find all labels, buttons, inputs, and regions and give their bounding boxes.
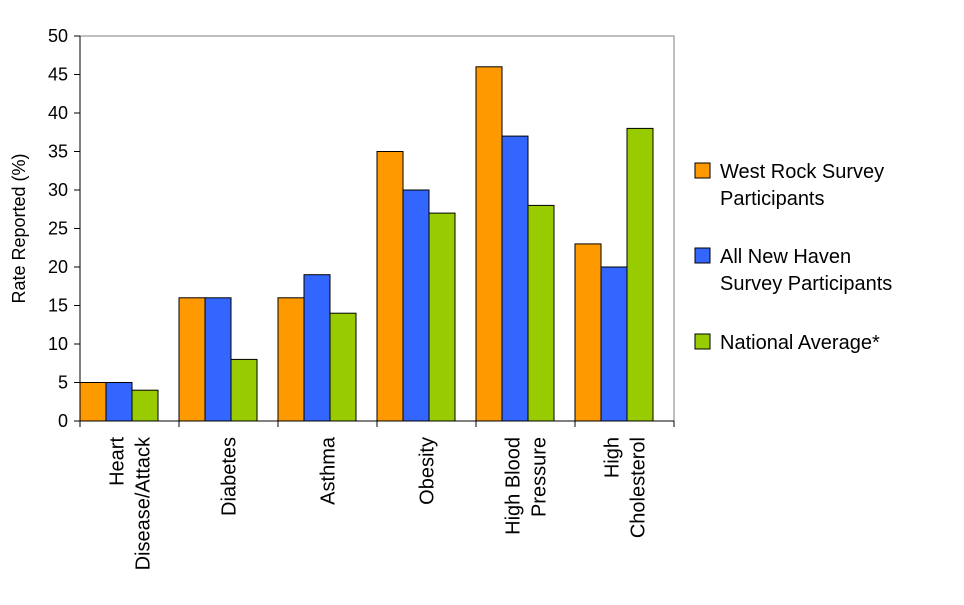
legend-swatch xyxy=(694,162,711,179)
x-category-label: Diabetes xyxy=(219,437,241,516)
x-category-label: Asthma xyxy=(318,436,340,505)
y-tick-label: 50 xyxy=(48,26,68,46)
bar xyxy=(204,297,232,422)
y-tick-label: 25 xyxy=(48,219,68,239)
x-category-label-line: High Blood xyxy=(503,437,525,535)
x-category-label-line: Asthma xyxy=(318,436,340,505)
x-category-label-line: Disease/Attack xyxy=(133,436,155,570)
legend-label: National Average* xyxy=(720,332,880,354)
bar xyxy=(475,66,503,422)
y-tick-label: 45 xyxy=(48,65,68,85)
bar xyxy=(79,382,107,422)
bar xyxy=(303,274,331,422)
y-tick-label: 35 xyxy=(48,142,68,162)
legend-label-line: All New Haven xyxy=(720,246,851,268)
bar xyxy=(574,243,602,422)
bar xyxy=(600,266,628,422)
y-tick-label: 10 xyxy=(48,334,68,354)
bar xyxy=(501,135,529,422)
bar xyxy=(178,297,206,422)
x-category-label-line: Pressure xyxy=(529,437,551,517)
bar xyxy=(626,127,654,422)
legend-label-line: Participants xyxy=(720,188,825,210)
x-category-label-line: Obesity xyxy=(417,437,439,505)
bars xyxy=(79,66,654,422)
bar xyxy=(428,212,456,422)
y-tick-label: 0 xyxy=(58,411,68,431)
bar xyxy=(376,151,404,422)
bar xyxy=(105,382,133,422)
axes: 0 5 10 15 20 25 30 35 40 45 50 Rate Reported (%) Hea… xyxy=(9,26,675,570)
y-tick-label: 5 xyxy=(58,373,68,393)
y-tick-label: 40 xyxy=(48,103,68,123)
y-tick-label: 15 xyxy=(48,296,68,316)
bar xyxy=(230,358,258,422)
x-category-label-line: Heart xyxy=(107,437,129,486)
legend: West Rock Survey Participants All New Have… xyxy=(694,161,892,354)
bar xyxy=(527,204,555,422)
legend-swatch xyxy=(694,247,711,264)
legend-label-line: Survey Participants xyxy=(720,273,892,295)
x-category-label-line: High xyxy=(602,437,624,478)
y-tick-label: 30 xyxy=(48,180,68,200)
bar xyxy=(277,297,305,422)
x-category-label: Heart Disease/Attack xyxy=(107,436,155,570)
legend-label-line: West Rock Survey xyxy=(720,161,884,183)
x-category-label-line: Diabetes xyxy=(219,437,241,516)
bar xyxy=(402,189,430,422)
x-category-label: Obesity xyxy=(417,437,439,505)
x-category-label: High Blood Pressure xyxy=(503,437,551,535)
x-category-label-line: Cholesterol xyxy=(628,437,650,538)
x-category-label: High Cholesterol xyxy=(602,437,650,538)
legend-swatch xyxy=(694,333,711,350)
y-axis-title: Rate Reported (%) xyxy=(9,153,29,303)
legend-label-line: National Average* xyxy=(720,332,880,354)
y-tick-label: 20 xyxy=(48,257,68,277)
legend-label: West Rock Survey Participants xyxy=(720,161,884,210)
bar xyxy=(329,312,357,422)
bar xyxy=(131,389,159,422)
legend-label: All New Haven Survey Participants xyxy=(720,246,892,295)
